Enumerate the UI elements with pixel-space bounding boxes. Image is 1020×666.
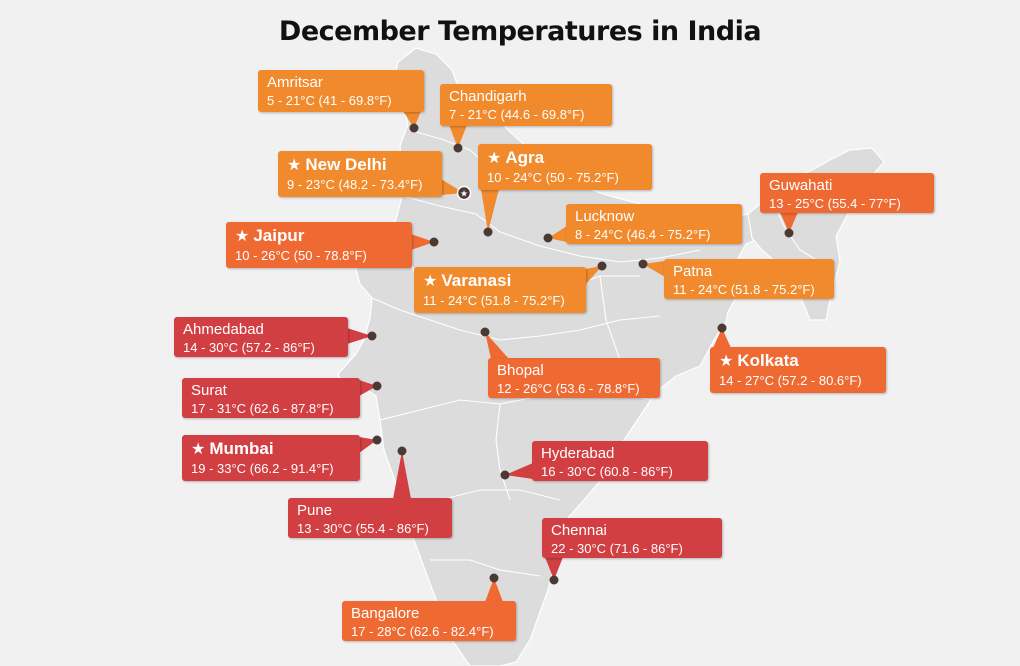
callout-kolkata[interactable]: ★ Kolkata 14 - 27°C (57.2 - 80.6°F)	[710, 347, 886, 393]
temperature-range: 13 - 30°C (55.4 - 86°F)	[297, 521, 429, 536]
pointer-kolkata	[713, 328, 731, 348]
temperature-range: 13 - 25°C (55.4 - 77°F)	[769, 196, 901, 211]
callout-surat[interactable]: Surat 17 - 31°C (62.6 - 87.8°F)	[182, 378, 360, 418]
temperature-range: 11 - 24°C (51.8 - 75.2°F)	[673, 282, 815, 297]
temperature-range: 7 - 21°C (44.6 - 69.8°F)	[449, 107, 585, 122]
callout-guwahati[interactable]: Guwahati 13 - 25°C (55.4 - 77°F)	[760, 173, 934, 213]
city-markers: ★	[367, 123, 794, 585]
city-name: Amritsar	[267, 74, 323, 91]
star-icon: ★	[287, 157, 302, 174]
temperature-range: 10 - 26°C (50 - 78.8°F)	[235, 248, 367, 263]
callout-mumbai[interactable]: ★ Mumbai 19 - 33°C (66.2 - 91.4°F)	[182, 435, 360, 481]
callout-new-delhi[interactable]: ★ New Delhi 9 - 23°C (48.2 - 73.4°F)	[278, 151, 442, 197]
pointer-guwahati	[780, 212, 798, 233]
star-icon: ★	[423, 273, 438, 290]
city-dot-guwahati[interactable]	[784, 228, 794, 238]
city-name: Patna	[673, 263, 713, 280]
callout-ahmedabad[interactable]: Ahmedabad 14 - 30°C (57.2 - 86°F)	[174, 317, 348, 357]
city-name: Chandigarh	[449, 88, 527, 105]
city-dot-mumbai[interactable]	[372, 435, 382, 445]
city-dot-ahmedabad[interactable]	[367, 331, 377, 341]
city-dot-agra[interactable]	[483, 227, 493, 237]
callout-bhopal[interactable]: Bhopal 12 - 26°C (53.6 - 78.8°F)	[488, 358, 660, 398]
pointer-varanasi	[585, 266, 602, 285]
callout-patna[interactable]: Patna 11 - 24°C (51.8 - 75.2°F)	[664, 259, 834, 299]
city-name: Ahmedabad	[183, 321, 264, 338]
callout-agra[interactable]: ★ Agra 10 - 24°C (50 - 75.2°F)	[478, 144, 652, 190]
city-name: Varanasi	[441, 271, 512, 290]
callout-amritsar[interactable]: Amritsar 5 - 21°C (41 - 69.8°F)	[258, 70, 424, 112]
city-dot-amritsar[interactable]	[409, 123, 419, 133]
callout-pointers	[347, 111, 798, 602]
star-icon: ★	[487, 150, 502, 167]
temperature-range: 10 - 24°C (50 - 75.2°F)	[487, 170, 619, 185]
pointer-mumbai	[359, 437, 377, 453]
city-dot-hyderabad[interactable]	[500, 470, 510, 480]
temperature-range: 11 - 24°C (51.8 - 75.2°F)	[423, 293, 565, 308]
city-dot-jaipur[interactable]	[429, 237, 439, 247]
star-icon: ★	[719, 353, 734, 370]
temperature-range: 9 - 23°C (48.2 - 73.4°F)	[287, 177, 423, 192]
pointer-bangalore	[485, 578, 503, 602]
temperature-range: 17 - 31°C (62.6 - 87.8°F)	[191, 401, 334, 416]
capital-star-icon: ★	[460, 190, 468, 200]
city-dot-chandigarh[interactable]	[453, 143, 463, 153]
pointer-lucknow	[548, 226, 567, 242]
pointer-ahmedabad	[347, 328, 372, 344]
page-title: December Temperatures in India	[278, 16, 762, 47]
city-name: Kolkata	[737, 351, 799, 370]
callout-lucknow[interactable]: Lucknow 8 - 24°C (46.4 - 75.2°F)	[566, 204, 742, 244]
pointer-chandigarh	[449, 125, 467, 148]
callout-varanasi[interactable]: ★ Varanasi 11 - 24°C (51.8 - 75.2°F)	[414, 267, 586, 313]
pointer-surat	[359, 380, 377, 396]
city-name: New Delhi	[305, 155, 387, 174]
temperature-range: 5 - 21°C (41 - 69.8°F)	[267, 93, 392, 108]
temperature-range: 14 - 27°C (57.2 - 80.6°F)	[719, 373, 862, 388]
city-dot-patna[interactable]	[638, 259, 648, 269]
callout-chennai[interactable]: Chennai 22 - 30°C (71.6 - 86°F)	[542, 518, 722, 558]
city-dot-bhopal[interactable]	[480, 327, 490, 337]
pointer-chennai	[545, 557, 563, 580]
city-dot-varanasi[interactable]	[597, 261, 607, 271]
temperature-range: 22 - 30°C (71.6 - 86°F)	[551, 541, 683, 556]
city-name: Pune	[297, 502, 333, 519]
city-name: Hyderabad	[541, 445, 615, 462]
city-name: Jaipur	[253, 226, 305, 245]
pointer-patna	[643, 261, 665, 277]
city-name: Agra	[505, 148, 545, 167]
city-dot-surat[interactable]	[372, 381, 382, 391]
callout-bangalore[interactable]: Bangalore 17 - 28°C (62.6 - 82.4°F)	[342, 601, 516, 641]
city-name: Mumbai	[209, 439, 274, 458]
temperature-range: 19 - 33°C (66.2 - 91.4°F)	[191, 461, 334, 476]
city-dot-lucknow[interactable]	[543, 233, 553, 243]
city-dot-chennai[interactable]	[549, 575, 559, 585]
temperature-range: 16 - 30°C (60.8 - 86°F)	[541, 464, 673, 479]
temperature-range: 14 - 30°C (57.2 - 86°F)	[183, 340, 315, 355]
star-icon: ★	[235, 228, 250, 245]
callout-chandigarh[interactable]: Chandigarh 7 - 21°C (44.6 - 69.8°F)	[440, 84, 612, 126]
pointer-jaipur	[411, 234, 434, 250]
callout-pune[interactable]: Pune 13 - 30°C (55.4 - 86°F)	[288, 498, 452, 538]
callout-jaipur[interactable]: ★ Jaipur 10 - 26°C (50 - 78.8°F)	[226, 222, 412, 268]
city-name: Chennai	[551, 522, 607, 539]
pointer-bhopal	[485, 332, 509, 359]
pointer-pune	[393, 451, 411, 499]
pointer-amritsar	[403, 111, 421, 128]
temperature-range: 8 - 24°C (46.4 - 75.2°F)	[575, 227, 711, 242]
city-dot-kolkata[interactable]	[717, 323, 727, 333]
temperature-range: 12 - 26°C (53.6 - 78.8°F)	[497, 381, 640, 396]
city-name: Bhopal	[497, 362, 544, 379]
callout-hyderabad[interactable]: Hyderabad 16 - 30°C (60.8 - 86°F)	[532, 441, 708, 481]
temperature-range: 17 - 28°C (62.6 - 82.4°F)	[351, 624, 494, 639]
star-icon: ★	[191, 441, 206, 458]
pointer-hyderabad	[505, 463, 533, 479]
city-dot-new-delhi[interactable]	[456, 185, 472, 201]
city-name: Bangalore	[351, 605, 420, 622]
city-name: Lucknow	[575, 208, 635, 225]
city-name: Guwahati	[769, 177, 833, 194]
city-dot-bangalore[interactable]	[489, 573, 499, 583]
pointer-agra	[481, 189, 499, 232]
city-name: Surat	[191, 382, 227, 399]
city-dot-pune[interactable]	[397, 446, 407, 456]
